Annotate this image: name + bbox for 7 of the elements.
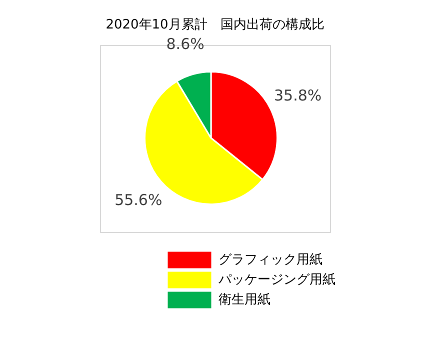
data-label: 8.6% — [166, 35, 204, 54]
data-label: 55.6% — [114, 191, 162, 210]
legend-label: 衛生用紙 — [218, 292, 270, 308]
chart-title: 2020年10月累計 国内出荷の構成比 — [106, 17, 324, 32]
legend-label: グラフィック用紙 — [218, 252, 322, 268]
legend-label: パッケージング用紙 — [218, 272, 336, 288]
data-label: 35.8% — [274, 86, 322, 104]
